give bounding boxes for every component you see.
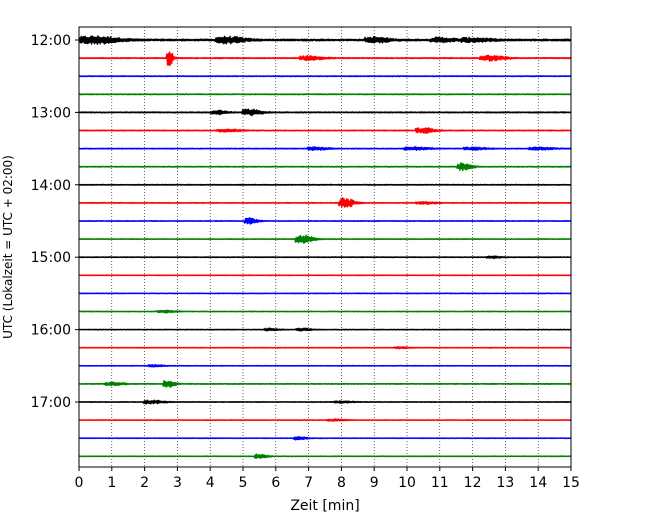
trace-1430 xyxy=(78,216,572,225)
trace-1615 xyxy=(78,346,572,350)
x-tick-label: 7 xyxy=(304,475,313,491)
x-tick-label: 0 xyxy=(75,475,84,491)
trace-1530 xyxy=(78,292,572,295)
trace-1515 xyxy=(78,274,572,277)
x-tick-label: 3 xyxy=(173,475,182,491)
trace-1630 xyxy=(78,363,572,368)
trace-1200 xyxy=(78,35,572,45)
trace-1400 xyxy=(78,183,572,186)
x-tick-label: 12 xyxy=(464,475,482,491)
trace-1215 xyxy=(78,51,572,66)
trace-1730 xyxy=(78,435,572,441)
trace-1700 xyxy=(78,399,572,405)
trace-1500 xyxy=(78,255,572,260)
trace-1315 xyxy=(78,127,572,134)
x-tick-label: 14 xyxy=(529,475,547,491)
trace-1645 xyxy=(78,379,572,388)
x-tick-label: 4 xyxy=(206,475,215,491)
y-tick-label: 15:00 xyxy=(31,250,71,266)
x-tick-label: 15 xyxy=(562,475,580,491)
y-axis-title: UTC (Lokalzeit = UTC + 02:00) xyxy=(1,155,15,339)
trace-1415 xyxy=(78,197,572,208)
x-axis-ticks: 0 1 2 3 4 5 6 7 8 9 10 11 12 13 14 15 xyxy=(75,467,580,491)
x-tick-label: 11 xyxy=(431,475,449,491)
trace-1345 xyxy=(78,162,572,172)
x-tick-label: 13 xyxy=(496,475,514,491)
trace-1245 xyxy=(78,93,572,96)
y-tick-label: 17:00 xyxy=(31,395,71,411)
x-tick-label: 5 xyxy=(239,475,248,491)
trace-1330 xyxy=(78,146,572,152)
y-tick-label: 13:00 xyxy=(31,105,71,121)
seismic-traces xyxy=(78,35,572,460)
trace-1745 xyxy=(78,453,572,460)
x-tick-label: 8 xyxy=(337,475,346,491)
grid-lines xyxy=(111,27,539,467)
x-axis-title: Zeit [min] xyxy=(290,498,359,514)
plot-frame xyxy=(78,26,572,468)
trace-1545 xyxy=(78,309,572,314)
trace-1230 xyxy=(78,75,572,78)
x-tick-label: 1 xyxy=(107,475,116,491)
y-tick-label: 14:00 xyxy=(31,178,71,194)
trace-1600 xyxy=(78,327,572,332)
x-tick-label: 9 xyxy=(370,475,379,491)
trace-1300 xyxy=(78,108,572,117)
y-tick-label: 16:00 xyxy=(31,323,71,339)
x-tick-label: 10 xyxy=(398,475,416,491)
trace-1445 xyxy=(78,234,572,244)
trace-1715 xyxy=(78,418,572,422)
y-tick-label: 12:00 xyxy=(31,33,71,49)
x-tick-label: 2 xyxy=(140,475,149,491)
x-tick-label: 6 xyxy=(271,475,280,491)
y-axis-ticks: 12:00 13:00 14:00 15:00 16:00 17:00 xyxy=(31,33,79,411)
